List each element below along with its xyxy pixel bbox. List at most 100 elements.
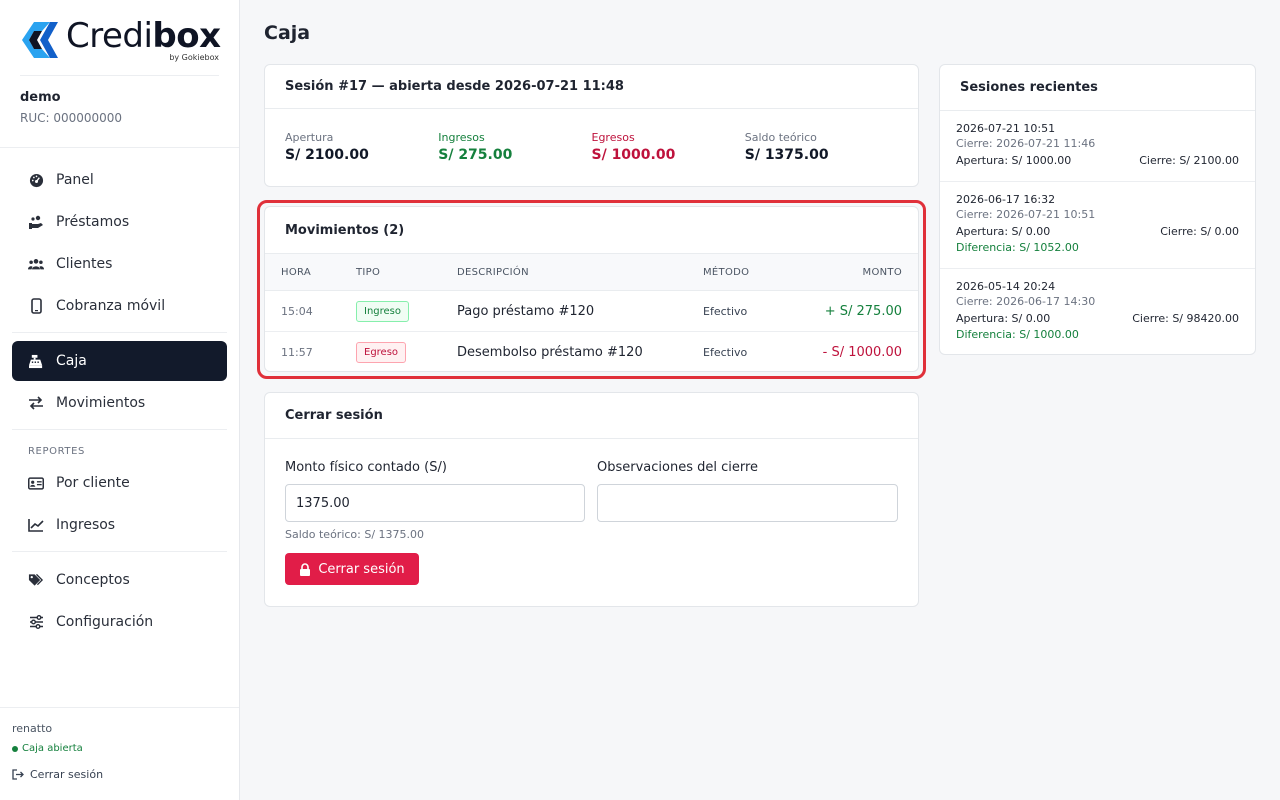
sidebar-item-label: Por cliente [56,475,130,491]
movements-title: Movimientos (2) [285,222,405,238]
mobile-icon [28,298,44,314]
cash-status: Caja abierta [12,743,227,754]
close-session-card: Cerrar sesión Monto físico contado (S/) … [264,392,919,607]
recent-sessions-card: Sesiones recientes 2026-07-21 10:51 Cier… [939,64,1256,355]
arrows-swap-icon [28,395,44,411]
company-ruc: RUC: 000000000 [20,111,123,125]
col-metodo: MÉTODO [703,266,750,278]
brand[interactable]: Credibox by Gokiebox [20,0,221,76]
nav-divider [12,429,227,430]
brand-name: Credibox [66,16,221,56]
session-summary-card: Sesión #17 — abierta desde 2026-07-21 11… [264,64,919,187]
list-item[interactable]: 2026-07-21 10:51 Cierre: 2026-07-21 11:4… [940,111,1255,182]
cell-metodo: Efectivo [703,345,748,359]
cash-register-icon [28,353,44,369]
nav-divider [12,332,227,333]
hand-coins-icon [28,214,44,230]
sidebar-item-label: Clientes [56,256,113,272]
page-title: Caja [264,22,311,44]
table-header-row: HORA TIPO DESCRIPCIÓN MÉTODO MONTO [265,253,918,291]
session-apertura: Apertura: S/ 0.00 [956,312,1051,325]
session-opened: 2026-07-21 10:51 [956,122,1056,135]
session-opened: 2026-06-17 16:32 [956,193,1056,206]
session-amounts: Apertura: S/ 0.00 Cierre: S/ 98420.00 [956,312,1239,325]
cell-descripcion: Desembolso préstamo #120 [457,344,643,360]
tags-icon [28,572,44,588]
sidebar-item-label: Préstamos [56,214,130,230]
stat-saldo-teorico: Saldo teórico S/ 1375.00 [745,131,898,163]
movements-table: HORA TIPO DESCRIPCIÓN MÉTODO MONTO 15:04… [265,253,918,373]
col-hora: HORA [281,266,311,278]
observations-group: Observaciones del cierre [597,460,898,522]
gauge-icon [28,172,44,188]
session-difference: Diferencia: S/ 1052.00 [956,241,1079,254]
observations-input[interactable] [597,484,898,522]
col-monto: MONTO [862,266,902,278]
sliders-icon [28,614,44,630]
sidebar-item-ingresos[interactable]: Ingresos [12,505,227,545]
sidebar-item-panel[interactable]: Panel [12,160,227,200]
sidebar-item-clientes[interactable]: Clientes [12,244,227,284]
stat-apertura: Apertura S/ 2100.00 [285,131,438,163]
amount-group: Monto físico contado (S/) [285,460,585,522]
cell-hora: 11:57 [281,345,313,359]
logout-link[interactable]: Cerrar sesión [12,768,227,781]
cell-descripcion: Pago préstamo #120 [441,290,687,332]
stat-value: S/ 1375.00 [744,147,829,163]
amount-label: Monto físico contado (S/) [285,460,447,475]
sidebar-footer: renatto Caja abierta Cerrar sesión [0,707,239,800]
session-cierre: Cierre: S/ 0.00 [1160,225,1239,238]
status-dot-icon [12,745,18,752]
session-opened: 2026-05-14 20:24 [956,280,1056,293]
stat-label: Apertura [285,131,334,144]
session-amounts: Apertura: S/ 0.00 Cierre: S/ 0.00 [956,225,1239,238]
session-cierre: Cierre: S/ 2100.00 [1139,154,1239,167]
stat-label: Saldo teórico [744,131,817,144]
logout-label: Cerrar sesión [30,768,104,781]
sidebar-nav: Panel Préstamos Clientes Cobranza móvil [0,148,239,642]
sidebar-item-por-cliente[interactable]: Por cliente [12,463,227,503]
table-row[interactable]: 15:04 Ingreso Pago préstamo #120 Efectiv… [265,290,918,332]
recent-sessions-title: Sesiones recientes [940,65,1255,111]
nav-section-heading: REPORTES [28,446,85,457]
col-tipo: TIPO [356,266,381,278]
sidebar-item-label: Configuración [56,614,154,630]
sidebar-item-prestamos[interactable]: Préstamos [12,202,227,242]
list-item[interactable]: 2026-06-17 16:32 Cierre: 2026-07-21 10:5… [940,182,1255,269]
session-closed: Cierre: 2026-06-17 14:30 [956,295,1096,308]
sidebar-item-caja[interactable]: Caja [12,341,227,381]
sidebar-item-label: Panel [56,172,94,188]
brand-byline: by Gokiebox [169,53,219,62]
cell-tipo: Egreso [340,332,441,373]
session-closed: Cierre: 2026-07-21 11:46 [956,137,1096,150]
chart-line-icon [28,517,44,533]
session-cierre: Cierre: S/ 98420.00 [1132,312,1239,325]
sidebar-item-configuracion[interactable]: Configuración [12,602,227,642]
close-session-button-label: Cerrar sesión [318,561,405,577]
close-session-form: Monto físico contado (S/) Observaciones … [265,439,918,522]
counted-amount-input[interactable] [285,484,585,522]
company-info: demo RUC: 000000000 [0,76,239,148]
id-card-icon [28,475,44,491]
current-user: renatto [12,722,53,735]
sidebar-item-conceptos[interactable]: Conceptos [12,560,227,600]
stat-label: Egresos [591,131,635,144]
cell-metodo: Efectivo [687,290,787,332]
cell-monto: - S/ 1000.00 [822,344,902,360]
session-apertura: Apertura: S/ 0.00 [956,225,1051,238]
close-session-button[interactable]: Cerrar sesión [285,553,419,585]
sign-out-icon [12,769,24,780]
type-badge-egreso: Egreso [356,341,407,363]
list-item[interactable]: 2026-05-14 20:24 Cierre: 2026-06-17 14:3… [940,269,1255,354]
close-session-title: Cerrar sesión [265,393,918,439]
cell-hora: 15:04 [265,290,340,332]
sidebar-item-label: Cobranza móvil [56,298,166,314]
sidebar-item-label: Caja [56,353,87,369]
sidebar-item-cobranza-movil[interactable]: Cobranza móvil [12,286,227,326]
table-row[interactable]: 11:57 Egreso Desembolso préstamo #120 Ef… [265,332,918,373]
stat-value: S/ 1000.00 [591,147,676,163]
sidebar-item-label: Movimientos [56,395,146,411]
col-descripcion: DESCRIPCIÓN [457,266,529,278]
cell-monto: + S/ 275.00 [787,290,918,332]
sidebar-item-movimientos[interactable]: Movimientos [12,383,227,423]
